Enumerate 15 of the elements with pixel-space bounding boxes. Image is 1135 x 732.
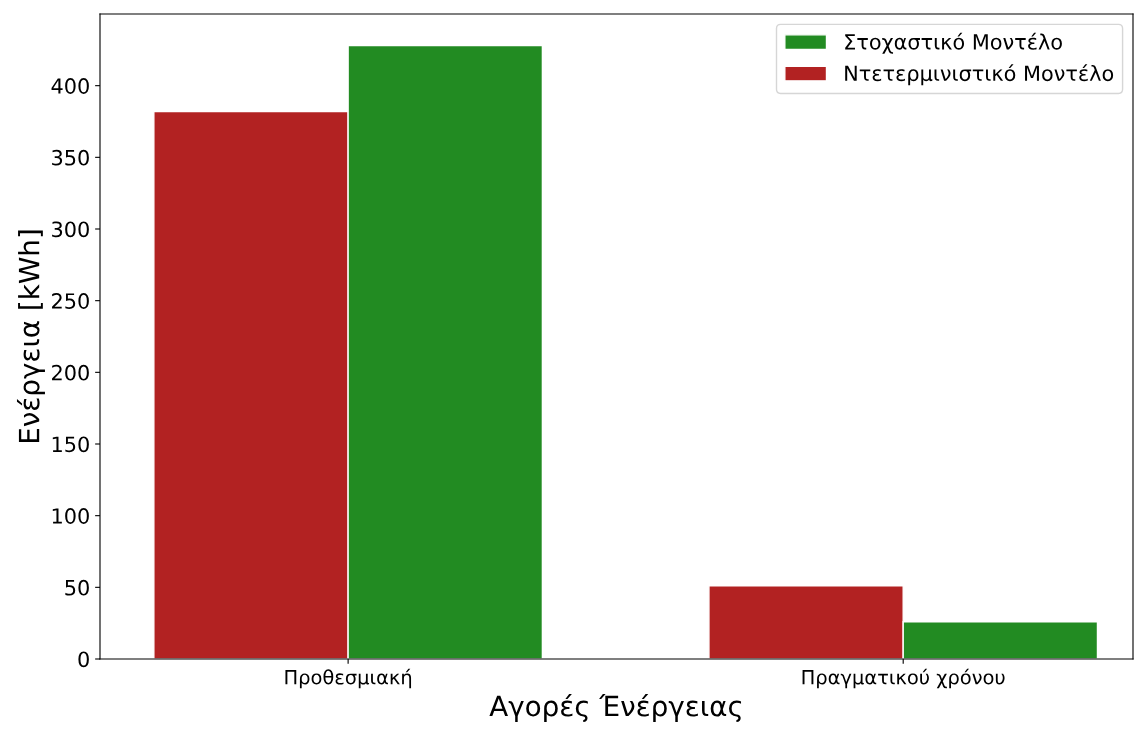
legend-label: Ντετερμινιστικό Μοντέλο [845, 64, 1114, 86]
legend-label: Στοχαστικό Μοντέλο [845, 32, 1062, 54]
y-tick-label: 100 [52, 508, 89, 524]
x-axis-title: Αγορές Ένέργειας [489, 693, 742, 722]
y-tick-label: 50 [65, 579, 89, 596]
y-tick-label: 150 [52, 436, 89, 453]
x-tick-label: Προθεσμιακή [285, 668, 412, 689]
y-tick-label: 400 [51, 78, 89, 94]
y-axis-title: Ενέργεια [kWh] [16, 230, 45, 443]
y-tick-label: 200 [52, 364, 89, 381]
y-tick-label: 350 [52, 149, 89, 166]
y-tick-label: 0 [78, 651, 89, 668]
x-tick-label: Πραγματικού χρόνου [802, 668, 1005, 689]
y-tick-label: 300 [52, 221, 89, 238]
y-tick-label: 250 [52, 293, 89, 309]
